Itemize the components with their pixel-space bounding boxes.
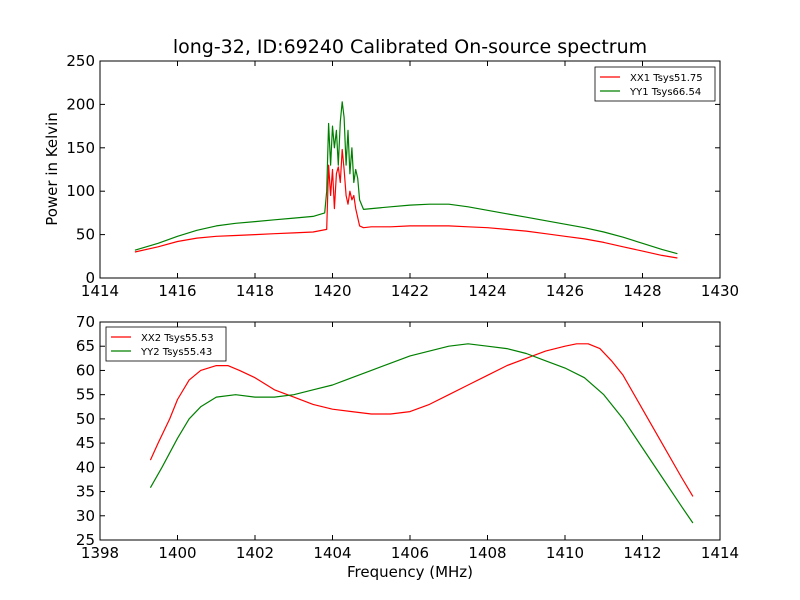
lower-x-tick-label: 1412 xyxy=(623,544,661,562)
upper-x-tick-label: 1430 xyxy=(701,282,739,300)
lower-legend-label-2: YY2 Tsys55.43 xyxy=(140,347,212,358)
lower-legend-label-1: XX2 Tsys55.53 xyxy=(141,333,214,344)
chart-title: long-32, ID:69240 Calibrated On-source s… xyxy=(173,36,647,58)
lower-x-axis-label: Frequency (MHz) xyxy=(347,563,473,581)
upper-legend-box xyxy=(594,66,716,102)
upper-y-tick-label: 100 xyxy=(66,182,95,200)
lower-x-tick-label: 1404 xyxy=(313,544,351,562)
upper-y-tick-label: 50 xyxy=(76,226,95,244)
upper-x-tick-label: 1426 xyxy=(546,282,584,300)
upper-series-line-2 xyxy=(134,101,678,255)
lower-x-tick-label: 1408 xyxy=(468,544,506,562)
lower-y-tick-label: 70 xyxy=(76,313,95,331)
lower-y-tick-label: 25 xyxy=(76,531,95,549)
upper-x-tick-label: 1418 xyxy=(236,282,274,300)
upper-legend: XX1 Tsys51.75 YY1 Tsys66.54 xyxy=(594,66,716,102)
upper-x-tick-label: 1420 xyxy=(313,282,351,300)
lower-x-tick-label: 1402 xyxy=(236,544,274,562)
lower-y-tick-label: 50 xyxy=(76,410,95,428)
upper-legend-label-1: XX1 Tsys51.75 xyxy=(630,73,703,84)
lower-y-tick-label: 35 xyxy=(76,483,95,501)
lower-series-line-2 xyxy=(149,343,694,524)
lower-x-tick-label: 1406 xyxy=(391,544,429,562)
upper-plot: 1414 1416 1418 1420 1422 1424 1426 1428 1430 0 50 1… xyxy=(66,52,739,300)
upper-y-tick-label: 250 xyxy=(66,52,95,70)
lower-plot: 1398 1400 1402 1404 1406 1408 1410 1412 1414 25 30… xyxy=(76,313,739,562)
upper-x-tick-label: 1414 xyxy=(81,282,119,300)
lower-legend-box xyxy=(105,326,227,362)
lower-y-tick-label: 65 xyxy=(76,337,95,355)
upper-x-tick-label: 1428 xyxy=(623,282,661,300)
lower-legend: XX2 Tsys55.53 YY2 Tsys55.43 xyxy=(105,326,227,362)
lower-y-tick-label: 40 xyxy=(76,458,95,476)
upper-x-tick-label: 1422 xyxy=(391,282,429,300)
lower-y-tick-label: 30 xyxy=(76,507,95,525)
upper-series-line-1 xyxy=(134,148,678,259)
lower-series-line-1 xyxy=(149,343,694,497)
lower-x-tick-label: 1414 xyxy=(701,544,739,562)
lower-y-tick-label: 45 xyxy=(76,434,95,452)
upper-legend-label-2: YY1 Tsys66.54 xyxy=(629,87,701,98)
upper-y-tick-label: 200 xyxy=(66,95,95,113)
upper-y-tick-label: 150 xyxy=(66,139,95,157)
lower-x-tick-label: 1400 xyxy=(158,544,196,562)
upper-x-tick-label: 1424 xyxy=(468,282,506,300)
upper-y-axis-label: Power in Kelvin xyxy=(43,112,61,226)
lower-y-tick-label: 55 xyxy=(76,386,95,404)
lower-x-tick-label: 1410 xyxy=(546,544,584,562)
lower-y-tick-label: 60 xyxy=(76,361,95,379)
upper-x-tick-label: 1416 xyxy=(158,282,196,300)
upper-y-tick-label: 0 xyxy=(85,269,95,287)
lower-x-tick-label: 1398 xyxy=(81,544,119,562)
